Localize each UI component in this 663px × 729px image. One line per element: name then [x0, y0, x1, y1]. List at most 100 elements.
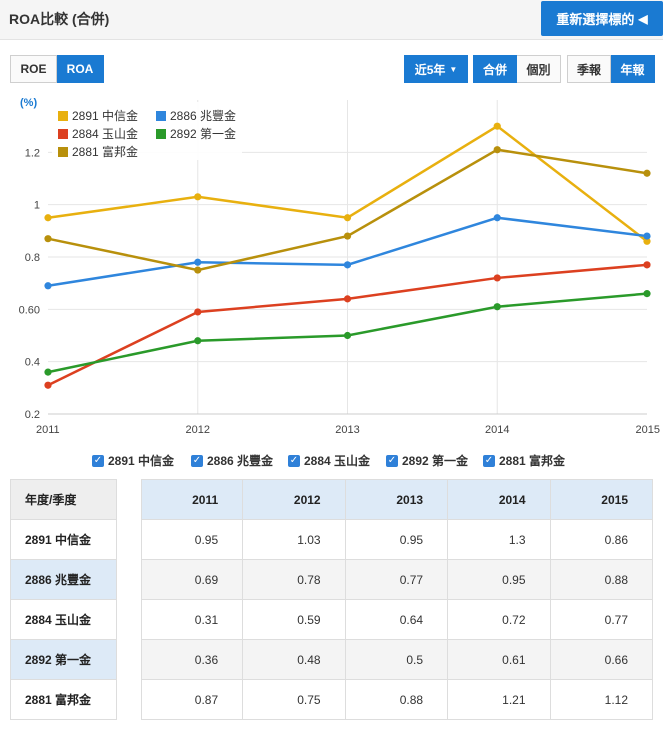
table-cell: 1.03: [242, 519, 346, 560]
legend-label: 2881 富邦金: [72, 144, 138, 159]
y-tick-label: 0.4: [25, 357, 40, 369]
row-label: 2891 中信金: [10, 519, 117, 560]
data-point: [493, 122, 501, 130]
consolidated-button[interactable]: 合併: [473, 55, 517, 83]
column-header: 2011: [140, 479, 244, 520]
table-cell: 1.12: [549, 679, 654, 720]
checkbox-icon: ✓: [386, 454, 398, 467]
range-select-button[interactable]: 近5年 ▼: [404, 55, 468, 83]
table-cell: 0.77: [344, 559, 449, 600]
series-toggle-2886[interactable]: ✓ 2886 兆豐金: [191, 452, 273, 469]
data-point: [44, 235, 52, 243]
table-cell: 0.48: [242, 639, 346, 680]
legend-swatch: [156, 129, 166, 139]
series-toggle-2892[interactable]: ✓ 2892 第一金: [386, 452, 468, 469]
annual-button[interactable]: 年報: [611, 55, 655, 83]
merge-toggle: 合併 個別: [473, 55, 561, 83]
table-row: 2881 富邦金 0.87 0.75 0.88 1.21 1.12: [10, 679, 654, 720]
series-toggle-2884[interactable]: ✓ 2884 玉山金: [288, 452, 370, 469]
data-point: [643, 232, 651, 240]
roa-data-table: 年度/季度 2011 2012 2013 2014 2015 2891 中信金 0…: [10, 479, 654, 720]
table-row: 2884 玉山金 0.31 0.59 0.64 0.72 0.77: [10, 599, 654, 640]
table-cell: 0.36: [140, 639, 244, 680]
checkbox-icon: ✓: [483, 454, 495, 467]
table-cell: 0.75: [242, 679, 346, 720]
column-gap: [116, 599, 142, 640]
x-tick-label: 2011: [36, 424, 60, 436]
column-header: 2014: [447, 479, 551, 520]
table-cell: 0.95: [447, 559, 551, 600]
table-cell: 0.59: [242, 599, 346, 640]
series-toggle-legend: ✓ 2891 中信金 ✓ 2886 兆豐金 ✓ 2884 玉山金 ✓ 2892 …: [0, 449, 663, 471]
legend-background: [52, 102, 242, 160]
data-point: [643, 290, 651, 298]
table-row: 2891 中信金 0.95 1.03 0.95 1.3 0.86: [10, 519, 654, 560]
data-point: [44, 214, 52, 222]
column-header: 2015: [549, 479, 654, 520]
table-cell: 0.69: [140, 559, 244, 600]
table-cell: 0.61: [447, 639, 551, 680]
column-gap: [116, 679, 142, 720]
range-dropdown: 近5年 ▼: [404, 55, 468, 83]
column-header: 2012: [242, 479, 346, 520]
column-gap: [116, 559, 142, 600]
legend-swatch: [58, 129, 68, 139]
checkbox-icon: ✓: [288, 454, 300, 467]
metric-toggle: ROE ROA: [10, 55, 104, 83]
page-header: ROA比較 (合併) 重新選擇標的 ◀: [0, 0, 663, 40]
table-cell: 0.87: [140, 679, 244, 720]
roa-button[interactable]: ROA: [57, 55, 104, 83]
table-cell: 0.86: [549, 519, 654, 560]
table-cell: 0.64: [344, 599, 449, 640]
y-tick-label: 0.8: [25, 252, 40, 264]
series-toggle-2891[interactable]: ✓ 2891 中信金: [92, 452, 174, 469]
legend-swatch: [58, 147, 68, 157]
individual-button[interactable]: 個別: [517, 55, 561, 83]
table-row: 2892 第一金 0.36 0.48 0.5 0.61 0.66: [10, 639, 654, 680]
column-gap: [116, 639, 142, 680]
table-cell: 1.21: [447, 679, 551, 720]
checkbox-icon: ✓: [191, 454, 203, 467]
data-point: [194, 258, 202, 266]
data-point: [493, 274, 501, 282]
row-label: 2886 兆豐金: [10, 559, 117, 600]
column-gap: [116, 479, 142, 520]
row-label: 2881 富邦金: [10, 679, 117, 720]
table-cell: 0.31: [140, 599, 244, 640]
table-cell: 0.95: [140, 519, 244, 560]
table-body: 2891 中信金 0.95 1.03 0.95 1.3 0.86 2886 兆豐金 0.69 0…: [10, 519, 654, 720]
quarterly-button[interactable]: 季報: [567, 55, 611, 83]
triangle-left-icon: ◀: [638, 11, 648, 26]
reselect-button[interactable]: 重新選擇標的 ◀: [541, 1, 663, 36]
y-axis-unit-label: (%): [20, 97, 37, 109]
table-cell: 0.95: [344, 519, 449, 560]
caret-down-icon: ▼: [449, 64, 458, 74]
data-point: [44, 368, 52, 376]
reselect-label: 重新選擇標的: [556, 12, 635, 27]
series-toggle-2881[interactable]: ✓ 2881 富邦金: [483, 452, 565, 469]
data-point: [343, 232, 352, 240]
data-point: [194, 193, 202, 201]
data-point: [643, 261, 651, 269]
table-cell: 0.88: [344, 679, 449, 720]
data-point: [493, 146, 501, 154]
table-cell: 0.77: [549, 599, 654, 640]
range-label: 近5年: [414, 62, 446, 77]
data-point: [343, 261, 352, 269]
y-tick-label: 0.60: [19, 304, 40, 316]
column-gap: [116, 519, 142, 560]
data-point: [493, 214, 501, 222]
roe-button[interactable]: ROE: [10, 55, 57, 83]
data-point: [44, 381, 52, 389]
data-point: [194, 308, 202, 316]
data-point: [343, 331, 352, 340]
data-point: [493, 303, 501, 311]
series-toggle-label: 2892 第一金: [402, 454, 469, 468]
table-cell: 1.3: [447, 519, 551, 560]
legend-label: 2886 兆豐金: [170, 108, 236, 123]
page-title: ROA比較 (合併): [9, 11, 110, 27]
series-toggle-label: 2884 玉山金: [304, 454, 371, 468]
series-toggle-label: 2891 中信金: [108, 454, 175, 468]
table-cell: 0.78: [242, 559, 346, 600]
x-tick-label: 2012: [186, 424, 210, 436]
